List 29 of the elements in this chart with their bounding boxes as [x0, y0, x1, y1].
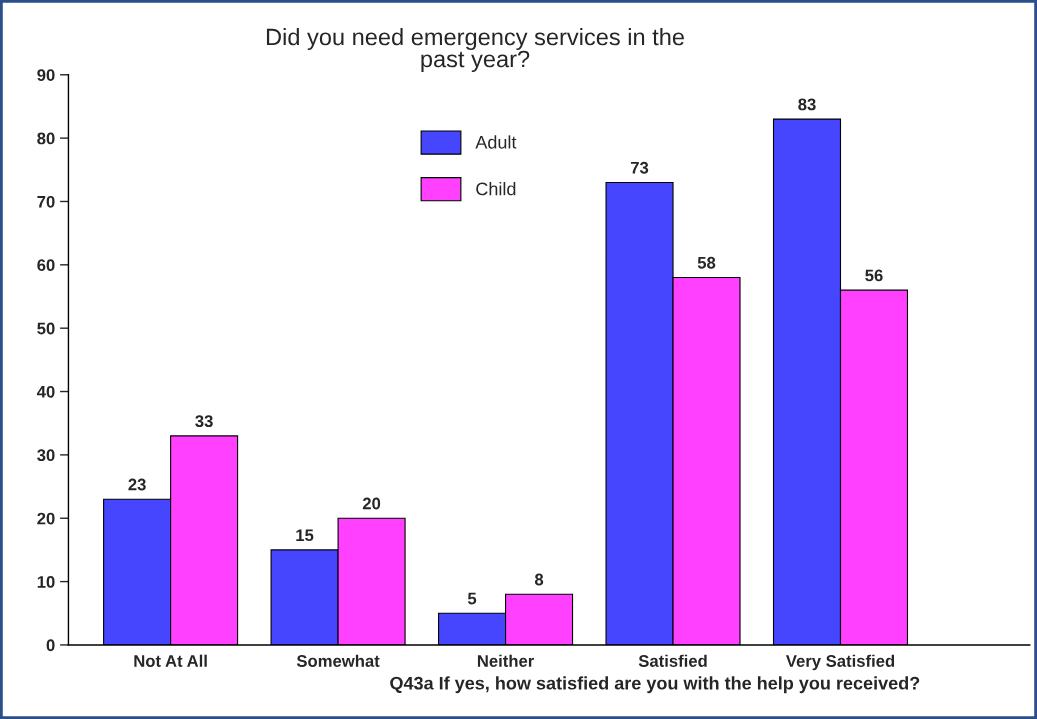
- y-tick-label: 30: [37, 449, 55, 462]
- data-label: 23: [128, 478, 146, 491]
- chart-title: Did you need emergency services in the past year?: [266, 28, 684, 73]
- y-tick-label: 0: [46, 639, 55, 652]
- y-tick-label: 90: [37, 69, 55, 81]
- y-tick-label: 40: [36, 385, 55, 398]
- x-tick-label: Satisfied: [638, 654, 707, 667]
- y-tick-label: 20: [37, 512, 55, 525]
- data-label: 8: [534, 573, 544, 586]
- legend-label: Child: [476, 182, 516, 196]
- data-label: 56: [865, 269, 883, 282]
- y-tick-label: 60: [37, 259, 55, 272]
- y-tick-label: 50: [37, 322, 55, 335]
- data-label: 20: [362, 497, 381, 510]
- x-axis-title: Q43a If yes, how satisfied are you with the help you received?: [390, 676, 920, 694]
- x-tick-label: Neither: [477, 654, 535, 667]
- x-tick-label: Very Satisfied: [785, 654, 895, 671]
- y-tick-label: 70: [37, 195, 55, 208]
- data-label: 33: [195, 415, 213, 428]
- data-label: 73: [630, 161, 649, 174]
- y-tick-label: 10: [37, 575, 55, 588]
- x-tick-label: Not At All: [134, 654, 207, 667]
- y-tick-label: 80: [37, 132, 55, 145]
- data-label: 83: [798, 98, 816, 111]
- x-tick-label: Somewhat: [296, 654, 380, 667]
- data-label: 5: [467, 592, 477, 605]
- data-label: 58: [697, 256, 716, 269]
- legend-label: Adult: [475, 135, 517, 149]
- data-label: 15: [296, 529, 314, 542]
